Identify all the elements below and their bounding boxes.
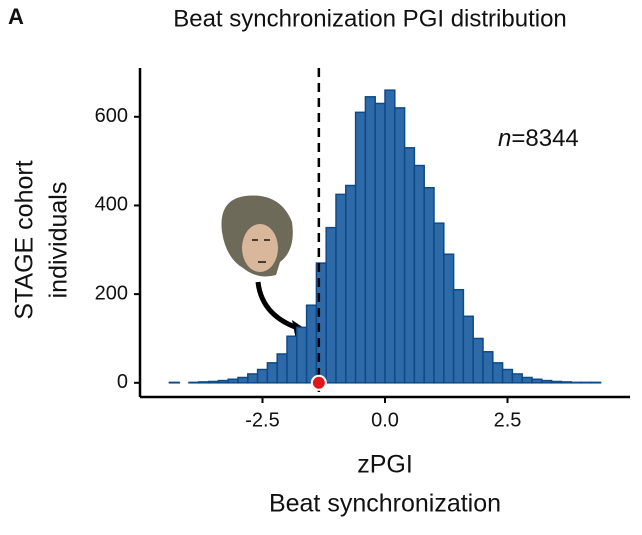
bar [218, 381, 228, 383]
y-axis-label: individuals [45, 182, 73, 299]
bar [287, 336, 297, 383]
bar [493, 363, 503, 383]
portrait [221, 196, 292, 277]
bar [365, 97, 375, 383]
bar [209, 381, 219, 382]
bar [297, 327, 307, 382]
arrow [258, 282, 304, 330]
marker-point [312, 376, 326, 390]
bar [395, 108, 405, 383]
chart-title: Beat synchronization PGI distribution [173, 5, 567, 32]
bar [258, 370, 268, 383]
bar [444, 254, 454, 383]
bar [561, 382, 571, 383]
bar [346, 186, 356, 383]
bar [356, 112, 366, 382]
bar [336, 194, 346, 382]
bar [542, 381, 552, 383]
bar [503, 370, 513, 383]
face [242, 224, 278, 272]
y-axis-label: STAGE cohort [11, 160, 39, 319]
bar [512, 374, 522, 383]
bar [405, 148, 415, 383]
bar [248, 374, 258, 383]
y-tick-label: 200 [95, 282, 128, 304]
x-axis-label: Beat synchronization [269, 490, 501, 518]
bar [238, 377, 248, 382]
panel-label: A [8, 4, 24, 29]
x-axis-label: zPGI [357, 451, 413, 479]
bar [483, 352, 493, 383]
bar [424, 188, 434, 383]
bar [532, 379, 542, 383]
bar [414, 166, 424, 383]
x-tick-label: -2.5 [245, 409, 279, 431]
x-tick-label: 0.0 [371, 409, 399, 431]
bar [307, 305, 317, 383]
annotation-var: n [498, 125, 511, 152]
bar [463, 316, 473, 383]
annotation: n=8344 [498, 125, 579, 152]
x-tick-label: 2.5 [494, 409, 522, 431]
bar [375, 103, 385, 382]
y-tick-label: 600 [95, 105, 128, 127]
bar [473, 338, 483, 382]
bar [326, 228, 336, 383]
bar [277, 354, 287, 383]
bar [385, 90, 395, 383]
bar [522, 377, 532, 382]
bar [552, 381, 562, 382]
bar [434, 223, 444, 383]
bar [454, 290, 464, 383]
bar [199, 382, 209, 383]
bar [267, 363, 277, 383]
y-tick-label: 400 [95, 194, 128, 216]
annotation-value: =8344 [511, 125, 578, 152]
bar [228, 379, 238, 383]
y-tick-label: 0 [117, 371, 128, 393]
